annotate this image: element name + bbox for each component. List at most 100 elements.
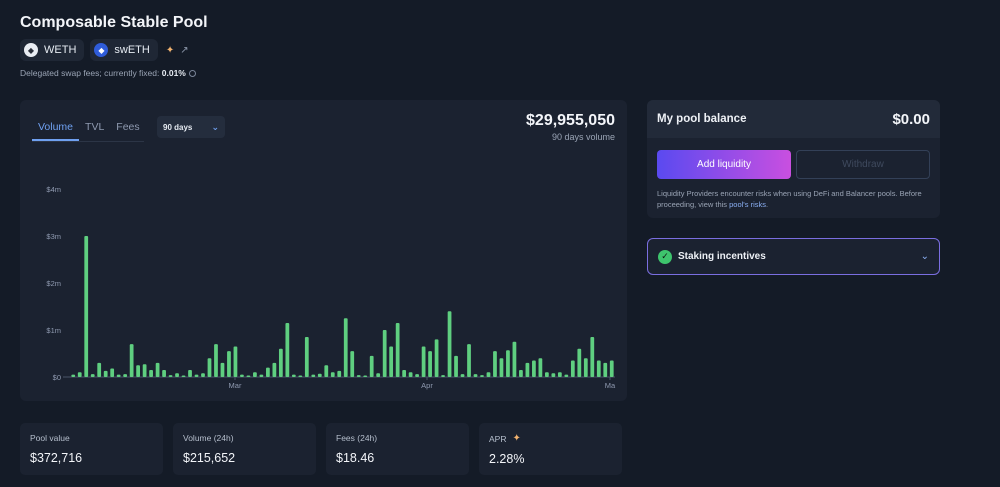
volume-bar[interactable] [570, 360, 575, 377]
volume-bar[interactable] [278, 348, 283, 377]
volume-bar[interactable] [395, 322, 400, 377]
volume-bar[interactable] [564, 374, 569, 377]
volume-bar[interactable] [175, 373, 179, 377]
volume-bar[interactable] [201, 373, 205, 377]
volume-bar[interactable] [129, 344, 134, 377]
volume-bar[interactable] [136, 365, 140, 377]
volume-bar[interactable] [337, 370, 342, 377]
volume-bar[interactable] [90, 374, 95, 377]
volume-bar[interactable] [408, 372, 413, 377]
volume-bar[interactable] [97, 362, 102, 377]
volume-bar[interactable] [467, 344, 471, 377]
volume-bar[interactable] [551, 373, 556, 377]
volume-bar[interactable] [246, 375, 251, 378]
volume-bar[interactable] [162, 369, 166, 377]
volume-bar[interactable] [272, 362, 277, 377]
volume-bar[interactable] [532, 360, 536, 377]
volume-bar[interactable] [304, 337, 309, 377]
volume-bar[interactable] [376, 373, 381, 377]
volume-bar[interactable] [240, 374, 244, 377]
tab-volume[interactable]: Volume [32, 120, 80, 141]
volume-bar[interactable] [512, 341, 517, 377]
volume-bar[interactable] [486, 372, 491, 377]
volume-bar[interactable] [253, 372, 257, 377]
volume-bar[interactable] [460, 374, 465, 377]
volume-bar[interactable] [220, 362, 225, 377]
volume-bar[interactable] [402, 369, 407, 377]
volume-bar[interactable] [447, 311, 452, 377]
stats-row: Pool value $372,716 Volume (24h) $215,65… [20, 423, 622, 475]
volume-bar[interactable] [84, 236, 89, 377]
token-chip-weth[interactable]: ◆ WETH [20, 39, 85, 61]
volume-bar[interactable] [454, 355, 458, 377]
add-liquidity-button[interactable]: Add liquidity [657, 150, 791, 179]
volume-bar[interactable] [389, 346, 394, 377]
tab-fees[interactable]: Fees [116, 121, 140, 133]
volume-bar[interactable] [142, 364, 147, 377]
volume-bar[interactable] [311, 374, 316, 377]
volume-bar[interactable] [123, 374, 128, 377]
volume-bar[interactable] [71, 374, 76, 377]
volume-bar[interactable] [77, 372, 82, 377]
period-select[interactable]: 90 days ⌄ [157, 116, 225, 138]
staking-incentives-panel[interactable]: ✓ Staking incentives ⌄ [647, 238, 940, 275]
pool-risks-link[interactable]: pool's risks [729, 199, 766, 209]
volume-bar[interactable] [493, 351, 497, 377]
volume-bar[interactable] [499, 358, 504, 377]
volume-bar[interactable] [330, 372, 335, 377]
volume-bar[interactable] [110, 368, 115, 377]
volume-bar[interactable] [441, 375, 445, 377]
volume-bar[interactable] [369, 355, 374, 377]
info-icon[interactable] [188, 70, 196, 78]
volume-bar[interactable] [291, 374, 296, 377]
token-chip-sweth[interactable]: ◆ swETH [90, 39, 158, 61]
volume-bar[interactable] [480, 375, 484, 377]
volume-bar[interactable] [609, 360, 614, 377]
volume-bar[interactable] [421, 346, 426, 377]
volume-bar[interactable] [538, 358, 543, 377]
volume-bar[interactable] [590, 337, 595, 377]
volume-bar[interactable] [557, 372, 562, 377]
volume-bar[interactable] [149, 369, 153, 377]
volume-bar[interactable] [583, 358, 588, 377]
volume-bar[interactable] [434, 339, 439, 377]
volume-bar[interactable] [259, 374, 264, 377]
volume-bar[interactable] [227, 351, 231, 377]
volume-bar[interactable] [233, 346, 238, 377]
volume-bar[interactable] [428, 351, 432, 377]
chevron-down-icon[interactable]: ⌄ [920, 251, 929, 262]
volume-bar[interactable] [350, 351, 355, 377]
volume-bar[interactable] [506, 350, 510, 377]
volume-bar[interactable] [525, 362, 530, 377]
volume-bar[interactable] [188, 369, 192, 377]
withdraw-button[interactable]: Withdraw [796, 150, 930, 179]
volume-bar[interactable] [181, 375, 186, 378]
volume-bar[interactable] [324, 365, 329, 377]
volume-bar[interactable] [116, 374, 121, 377]
volume-bar[interactable] [596, 360, 601, 377]
volume-bar[interactable] [544, 372, 549, 377]
volume-bar[interactable] [214, 344, 218, 377]
volume-bar[interactable] [577, 348, 582, 377]
volume-bar[interactable] [103, 370, 108, 377]
volume-bar[interactable] [207, 358, 212, 377]
volume-chart[interactable]: $0 $1m $2m $3m $4m Mar Apr Ma [20, 100, 627, 401]
volume-bar[interactable] [298, 375, 303, 378]
volume-bar[interactable] [194, 374, 199, 377]
volume-bar[interactable] [519, 369, 523, 377]
volume-bar[interactable] [415, 374, 419, 377]
sparkle-icon[interactable]: ✦ [512, 433, 521, 444]
volume-bar[interactable] [473, 374, 478, 377]
external-link-icon[interactable]: ↗ [180, 44, 189, 56]
volume-bar[interactable] [155, 362, 160, 377]
volume-bar[interactable] [266, 367, 270, 377]
volume-bar[interactable] [382, 330, 387, 377]
volume-bar[interactable] [168, 375, 173, 377]
volume-bar[interactable] [285, 322, 290, 377]
tab-tvl[interactable]: TVL [85, 121, 105, 133]
volume-bar[interactable] [603, 362, 608, 377]
volume-bar[interactable] [343, 318, 348, 377]
volume-bar[interactable] [363, 375, 368, 378]
volume-bar[interactable] [356, 375, 361, 377]
volume-bar[interactable] [317, 373, 322, 377]
